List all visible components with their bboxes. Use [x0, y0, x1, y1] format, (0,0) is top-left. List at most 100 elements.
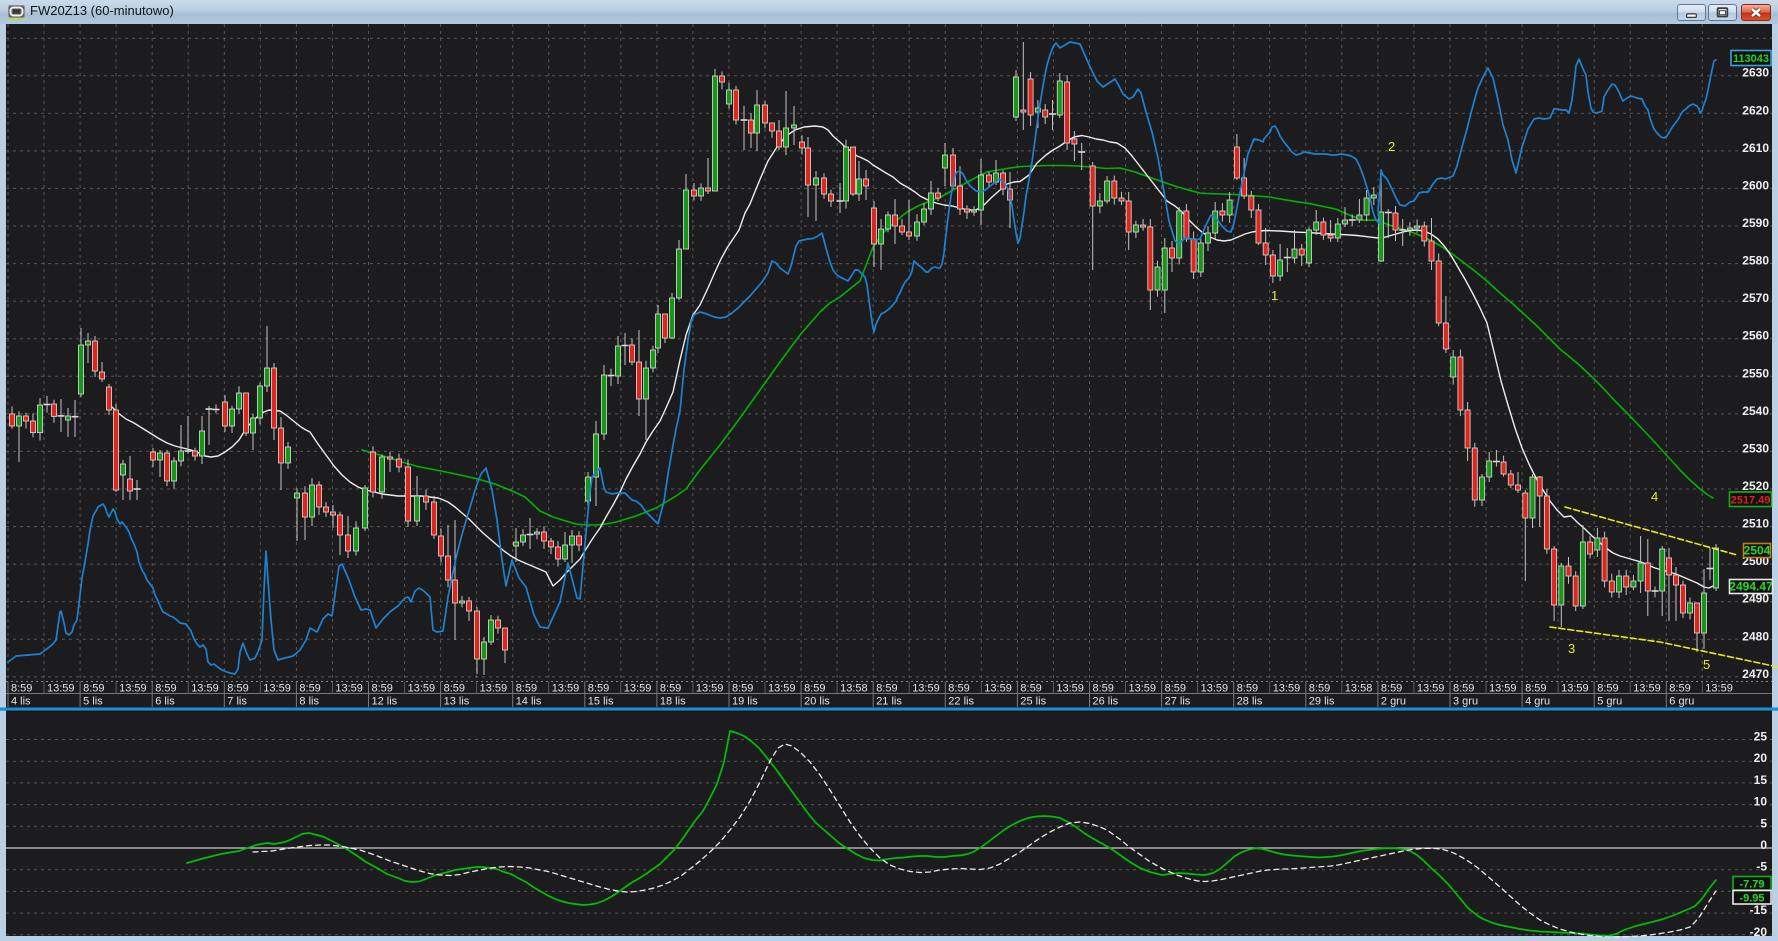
svg-text:2490: 2490 [1742, 592, 1769, 606]
svg-text:113043: 113043 [1733, 53, 1769, 65]
svg-text:2530: 2530 [1742, 441, 1769, 455]
svg-text:2517.49: 2517.49 [1731, 494, 1771, 506]
svg-text:2520: 2520 [1742, 479, 1769, 493]
svg-text:2580: 2580 [1742, 254, 1769, 268]
svg-text:6 lis: 6 lis [155, 696, 175, 708]
svg-text:6 gru: 6 gru [1669, 696, 1694, 708]
svg-text:13:59: 13:59 [263, 683, 291, 695]
svg-text:4: 4 [1651, 489, 1658, 504]
svg-text:25: 25 [1754, 730, 1768, 744]
svg-text:2620: 2620 [1742, 103, 1769, 117]
svg-text:-20: -20 [1750, 925, 1768, 939]
svg-text:12 lis: 12 lis [372, 696, 398, 708]
svg-text:8:59: 8:59 [1020, 683, 1041, 695]
svg-text:8:59: 8:59 [1237, 683, 1258, 695]
svg-text:8:59: 8:59 [227, 683, 248, 695]
svg-text:13:59: 13:59 [624, 683, 652, 695]
svg-text:2610: 2610 [1742, 141, 1769, 155]
svg-text:8:59: 8:59 [1525, 683, 1546, 695]
svg-text:8:59: 8:59 [876, 683, 897, 695]
svg-text:13:59: 13:59 [552, 683, 580, 695]
svg-text:3 gru: 3 gru [1453, 696, 1478, 708]
svg-text:2504: 2504 [1744, 544, 1771, 558]
svg-text:13:59: 13:59 [47, 683, 75, 695]
svg-text:8:59: 8:59 [372, 683, 393, 695]
svg-text:-7.79: -7.79 [1739, 879, 1764, 891]
svg-text:8:59: 8:59 [1669, 683, 1690, 695]
svg-text:7 lis: 7 lis [227, 696, 247, 708]
svg-text:2480: 2480 [1742, 629, 1769, 643]
svg-text:13:59: 13:59 [191, 683, 219, 695]
svg-text:8:59: 8:59 [1597, 683, 1618, 695]
svg-text:13:59: 13:59 [1705, 683, 1733, 695]
svg-text:5 lis: 5 lis [83, 696, 103, 708]
svg-text:26 lis: 26 lis [1093, 696, 1119, 708]
svg-text:13:59: 13:59 [1633, 683, 1661, 695]
svg-text:8:59: 8:59 [732, 683, 753, 695]
svg-text:15 lis: 15 lis [588, 696, 614, 708]
svg-text:8:59: 8:59 [83, 683, 104, 695]
svg-text:8:59: 8:59 [1381, 683, 1402, 695]
svg-text:13 lis: 13 lis [444, 696, 470, 708]
svg-text:2494.47: 2494.47 [1729, 580, 1773, 594]
svg-text:1: 1 [1271, 288, 1278, 303]
svg-text:8:59: 8:59 [444, 683, 465, 695]
svg-text:13:59: 13:59 [1561, 683, 1589, 695]
svg-text:5 gru: 5 gru [1597, 696, 1622, 708]
svg-text:10: 10 [1754, 795, 1768, 809]
svg-text:2630: 2630 [1742, 66, 1769, 80]
svg-text:2: 2 [1388, 139, 1395, 154]
svg-text:5: 5 [1703, 657, 1710, 672]
svg-text:13:59: 13:59 [768, 683, 796, 695]
svg-text:8:59: 8:59 [516, 683, 537, 695]
svg-text:8:59: 8:59 [1453, 683, 1474, 695]
svg-text:8:59: 8:59 [11, 683, 32, 695]
svg-text:8:59: 8:59 [299, 683, 320, 695]
svg-text:13:59: 13:59 [1489, 683, 1517, 695]
svg-text:13:59: 13:59 [1417, 683, 1445, 695]
svg-text:21 lis: 21 lis [876, 696, 902, 708]
svg-text:28 lis: 28 lis [1237, 696, 1263, 708]
svg-text:2470: 2470 [1742, 667, 1769, 681]
svg-text:2 gru: 2 gru [1381, 696, 1406, 708]
svg-text:2600: 2600 [1742, 178, 1769, 192]
svg-text:8:59: 8:59 [1093, 683, 1114, 695]
svg-text:8:59: 8:59 [804, 683, 825, 695]
svg-text:8:59: 8:59 [660, 683, 681, 695]
svg-text:13:59: 13:59 [1056, 683, 1084, 695]
svg-text:8:59: 8:59 [1309, 683, 1330, 695]
svg-text:13:59: 13:59 [1201, 683, 1229, 695]
svg-text:13:59: 13:59 [1129, 683, 1157, 695]
svg-text:13:58: 13:58 [1345, 683, 1373, 695]
svg-text:13:59: 13:59 [408, 683, 436, 695]
svg-text:20 lis: 20 lis [804, 696, 830, 708]
svg-text:13:59: 13:59 [335, 683, 363, 695]
svg-text:29 lis: 29 lis [1309, 696, 1335, 708]
svg-text:2570: 2570 [1742, 291, 1769, 305]
svg-text:8:59: 8:59 [155, 683, 176, 695]
svg-text:-5: -5 [1756, 860, 1767, 874]
svg-text:2510: 2510 [1742, 517, 1769, 531]
svg-text:13:59: 13:59 [119, 683, 147, 695]
svg-text:13:59: 13:59 [1273, 683, 1301, 695]
svg-text:-15: -15 [1750, 903, 1768, 917]
svg-text:2590: 2590 [1742, 216, 1769, 230]
svg-text:5: 5 [1760, 816, 1767, 830]
svg-text:19 lis: 19 lis [732, 696, 758, 708]
svg-text:27 lis: 27 lis [1165, 696, 1191, 708]
svg-text:3: 3 [1568, 641, 1575, 656]
svg-text:2560: 2560 [1742, 329, 1769, 343]
svg-text:13:59: 13:59 [696, 683, 724, 695]
svg-text:0: 0 [1760, 838, 1767, 852]
svg-text:2540: 2540 [1742, 404, 1769, 418]
svg-text:2550: 2550 [1742, 366, 1769, 380]
svg-text:13:59: 13:59 [984, 683, 1012, 695]
svg-text:13:58: 13:58 [840, 683, 868, 695]
svg-text:18 lis: 18 lis [660, 696, 686, 708]
svg-text:8:59: 8:59 [948, 683, 969, 695]
svg-text:4 lis: 4 lis [11, 696, 31, 708]
svg-text:25 lis: 25 lis [1020, 696, 1046, 708]
svg-text:22 lis: 22 lis [948, 696, 974, 708]
svg-text:8 lis: 8 lis [299, 696, 319, 708]
svg-text:4 gru: 4 gru [1525, 696, 1550, 708]
